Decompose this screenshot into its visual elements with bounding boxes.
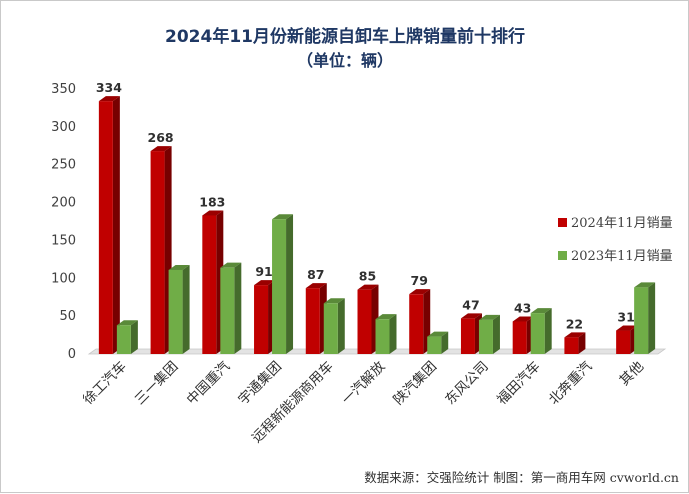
data-label: 85: [359, 269, 376, 284]
bar-2024: [460, 313, 482, 354]
legend-label: 2024年11月销量: [571, 216, 673, 231]
legend: 2024年11月销量 2023年11月销量: [558, 216, 673, 264]
bar-2024: [357, 284, 379, 354]
category-label: 中国重汽: [184, 358, 234, 408]
bars-group: [98, 96, 656, 354]
data-label: 22: [566, 316, 583, 331]
y-tick-label: 350: [51, 82, 76, 97]
category-label: 徐工汽车: [79, 358, 129, 408]
bar-2024: [254, 280, 276, 354]
bar-2024: [98, 96, 120, 354]
chart-subtitle: （单位：辆）: [297, 51, 393, 70]
bar-2024: [150, 146, 172, 354]
category-label: 福田汽车: [493, 358, 543, 408]
category-label: 陕汽集团: [391, 359, 440, 408]
data-label: 268: [148, 130, 174, 145]
data-label: 43: [514, 300, 531, 315]
y-tick-label: 0: [68, 347, 76, 362]
bar-2023: [272, 214, 294, 354]
bar-2023: [220, 262, 242, 354]
data-label: 87: [307, 267, 324, 282]
bar-2024: [512, 316, 534, 354]
category-label: 东风公司: [442, 359, 491, 408]
bar-2024: [616, 325, 638, 354]
data-label: 31: [617, 310, 634, 325]
category-label: 一汽解放: [339, 358, 389, 408]
category-label: 北奔重汽: [546, 358, 596, 408]
data-labels-group: 334 268 183 91 87 85 79 47 43 22 31: [96, 80, 635, 331]
bar-2024: [564, 332, 586, 354]
legend-swatch: [558, 251, 567, 260]
data-label: 91: [255, 264, 272, 279]
chart-title: 2024年11月份新能源自卸车上牌销量前十排行: [165, 26, 525, 47]
bar-2023: [323, 298, 345, 354]
data-label: 183: [199, 194, 225, 209]
bar-2024: [409, 289, 431, 354]
y-axis-ticks: 0 50 100 150 200 250 300 350: [51, 82, 76, 362]
y-tick-label: 150: [51, 233, 76, 248]
bar-2023: [168, 264, 190, 354]
data-label: 79: [411, 273, 428, 288]
bar-2023: [375, 314, 397, 354]
bar-2023: [634, 282, 656, 354]
bar-2023: [427, 331, 449, 354]
y-tick-label: 250: [51, 158, 76, 173]
y-tick-label: 50: [59, 309, 76, 324]
category-label: 其他: [617, 359, 647, 389]
data-label: 47: [462, 297, 479, 312]
bar-2024: [202, 210, 224, 354]
y-tick-label: 300: [51, 120, 76, 135]
bar-2023: [530, 308, 552, 354]
bar-2024: [305, 283, 327, 354]
y-tick-label: 200: [51, 196, 76, 211]
y-tick-label: 100: [51, 271, 76, 286]
legend-label: 2023年11月销量: [571, 249, 673, 264]
source-note: 数据来源：交强险统计 制图：第一商用车网 cvworld.cn: [364, 470, 679, 485]
bar-2023: [478, 314, 500, 354]
category-label: 宇通集团: [235, 359, 284, 408]
bar-2023: [116, 320, 138, 354]
data-label: 334: [96, 80, 122, 95]
legend-swatch: [558, 218, 567, 227]
category-label: 三一集团: [132, 359, 181, 408]
